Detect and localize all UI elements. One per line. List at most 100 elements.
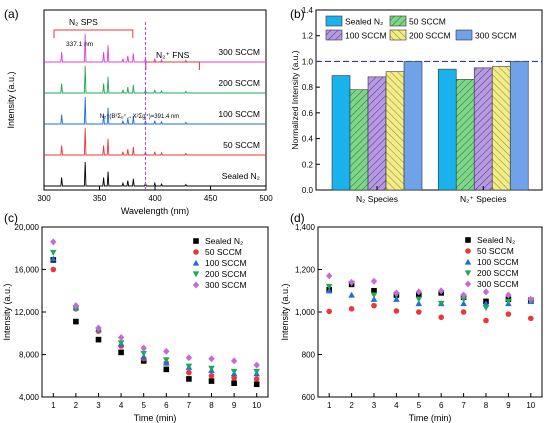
x-tick-label: 400	[148, 194, 162, 203]
legend-label: 50 SCCM	[477, 246, 514, 256]
legend-label: 200 SCCM	[409, 31, 451, 41]
data-point	[348, 306, 355, 312]
data-point	[163, 366, 170, 373]
bar	[491, 66, 511, 191]
y-tick-label: 0.4	[302, 135, 314, 144]
y-tick-label: 0.2	[302, 160, 314, 169]
data-point	[527, 295, 534, 303]
x-tick-label: 5	[417, 401, 422, 410]
sps-bracket	[53, 29, 134, 38]
x-tick-label: 9	[232, 401, 237, 410]
data-point	[482, 305, 490, 312]
y-tick-label: 4,000	[19, 393, 40, 402]
x-tick-label: 9	[506, 401, 511, 410]
legend-label: 100 SCCM	[205, 258, 247, 268]
data-point	[460, 296, 467, 303]
legend-label: 100 SCCM	[345, 31, 387, 41]
panel-label-b: (b)	[290, 7, 305, 21]
legend-marker	[192, 271, 200, 278]
fns-line-label: N₂⁺(B²Σᵤ⁺→X²Σg⁺)=391.4 nm	[100, 113, 180, 120]
x-tick-label: 1	[51, 401, 56, 410]
data-point	[483, 317, 489, 324]
legend-label: 200 SCCM	[205, 269, 247, 279]
data-point	[208, 355, 215, 363]
data-point	[73, 318, 79, 325]
legend-label: Sealed N₂	[205, 236, 243, 246]
legend-marker	[465, 248, 471, 254]
x-tick-label: 3	[96, 401, 101, 410]
y-tick-label: 20,000	[15, 223, 40, 232]
plot-frame	[43, 9, 267, 191]
x-tick-label: 10	[252, 401, 261, 410]
y-tick-label: 1.4	[302, 6, 314, 15]
data-point	[230, 368, 238, 375]
legend-swatch	[455, 29, 473, 41]
data-point	[528, 315, 534, 322]
bar	[349, 89, 369, 191]
x-tick-label: 8	[484, 401, 489, 410]
x-tick-label: 2	[74, 401, 79, 410]
y-tick-label: 8,000	[19, 351, 40, 360]
spectrum-line	[44, 96, 266, 125]
series-label: 200 SCCM	[218, 78, 260, 88]
data-point	[325, 287, 333, 294]
fns-bracket	[145, 61, 200, 70]
data-point	[460, 309, 467, 315]
legend-marker	[464, 270, 472, 277]
data-point	[253, 376, 260, 382]
y-tick-label: 1.0	[302, 57, 314, 66]
x-tick-label: 2	[349, 401, 354, 410]
data-point	[438, 314, 445, 321]
spectrum-panel: 300 350 400 450 500 Wavelength (nm) Intensity …	[6, 9, 273, 216]
y-tick-label: 0.8	[302, 83, 314, 92]
data-point	[95, 324, 102, 332]
bar	[437, 68, 457, 191]
bar	[331, 75, 351, 191]
x-tick-label: 6	[164, 401, 169, 410]
x-tick-label: 450	[204, 194, 218, 203]
spectrum-line	[44, 127, 266, 156]
data-point	[185, 363, 193, 370]
legend-swatch	[325, 29, 343, 41]
legend-marker	[193, 249, 199, 255]
category-label: N₂⁺ Species	[460, 194, 507, 204]
x-tick-label: 500	[259, 194, 273, 203]
data-point	[253, 361, 260, 369]
data-point	[50, 238, 57, 246]
data-point	[208, 372, 215, 379]
data-point	[393, 295, 400, 302]
data-point	[118, 349, 124, 356]
data-point	[460, 300, 467, 307]
spectrum-line	[44, 161, 266, 187]
x-tick-label: 10	[526, 401, 535, 410]
y-tick-label: 1,000	[295, 308, 316, 317]
y-tick-label: 800	[302, 351, 316, 360]
bar	[403, 61, 423, 191]
data-point	[208, 378, 215, 384]
y-axis-label: Normalized Intensity (a.u.)	[290, 50, 300, 149]
x-tick-label: 6	[439, 401, 444, 410]
data-point	[50, 249, 57, 256]
legend-label: 300 SCCM	[205, 280, 247, 290]
data-point	[415, 296, 423, 303]
panel-label-a: (a)	[4, 7, 19, 21]
data-point	[482, 300, 490, 307]
sps-label: N₂ SPS	[69, 17, 98, 27]
intensity-n2plus-panel: 1 2 3 4 5 6 7 8 9 10 600 800 1,000 1,200 1,400 Time (mi…	[280, 223, 543, 423]
data-point	[253, 381, 260, 388]
intensity-n2-panel: 1 2 3 4 5 6 7 8 9 10 4,000 8,000 12,000 16,000 20,000 T…	[2, 223, 269, 423]
data-point	[163, 347, 170, 355]
legend-swatch	[389, 15, 407, 27]
series-label: 100 SCCM	[218, 109, 260, 119]
series-label: 50 SCCM	[223, 140, 260, 150]
series-label: Sealed N₂	[222, 171, 260, 181]
bar	[367, 76, 387, 191]
y-axis-label: Intensity (a.u.)	[2, 283, 12, 340]
data-point	[117, 340, 125, 347]
data-point	[325, 283, 333, 290]
legend-marker	[192, 281, 200, 289]
y-tick-label: 1.2	[302, 32, 314, 41]
legend-swatch	[325, 15, 343, 27]
bar	[385, 71, 405, 191]
data-point	[415, 300, 423, 307]
